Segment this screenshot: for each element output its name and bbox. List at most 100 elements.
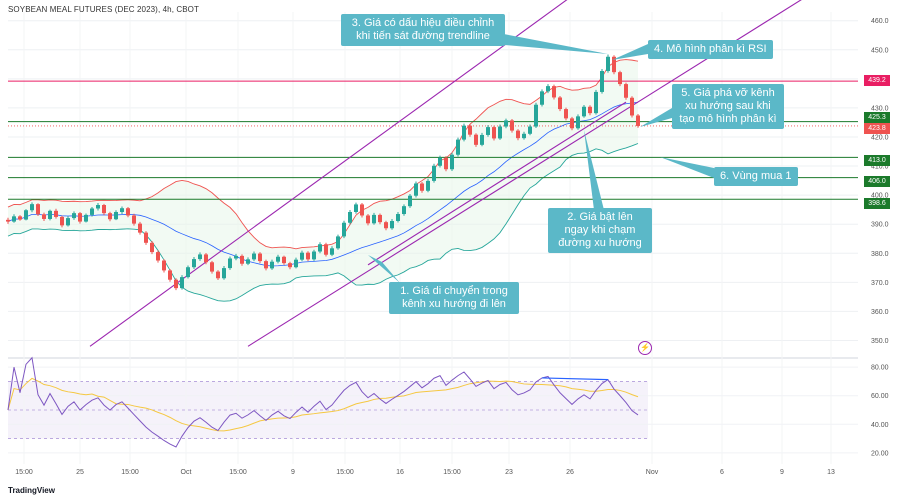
candle-body (354, 204, 358, 212)
callout-connectors (368, 32, 714, 283)
candle-body (366, 215, 370, 224)
x-tick-label: 9 (780, 469, 784, 476)
rsi-panel (7, 356, 639, 448)
rsi-divergence-line (541, 377, 609, 381)
rsi-ma-line (7, 377, 639, 432)
x-tick-label: Nov (646, 469, 659, 476)
callout-5: 5. Giá phá vỡ kênh xu hướng sau khi tạo … (672, 84, 784, 129)
candle-body (168, 270, 172, 280)
candle-body (216, 271, 220, 279)
candle-body (30, 204, 34, 211)
candle-body (534, 104, 538, 127)
candle-body (156, 252, 160, 261)
y-tick-label: 350.0 (871, 338, 889, 345)
candle-body (402, 206, 406, 215)
price-axis[interactable]: 460.0450.0440.0430.0420.0410.0400.0390.0… (871, 18, 889, 457)
candle-body (162, 260, 166, 271)
candle-body (558, 97, 562, 110)
candle-body (186, 267, 190, 278)
x-tick-label: 15:00 (443, 469, 461, 476)
callout-4: 4. Mô hình phân kì RSI (648, 40, 773, 59)
rsi-tick-label: 80.00 (871, 365, 889, 372)
candle-body (444, 157, 448, 170)
candle-body (612, 56, 616, 73)
callout-1: 1. Giá di chuyển trong kênh xu hướng đi … (389, 282, 519, 314)
candle-body (42, 214, 46, 219)
y-tick-label: 430.0 (871, 105, 889, 112)
candle-body (420, 183, 424, 191)
price-label-413: 413.0 (864, 155, 890, 166)
candle-body (492, 127, 496, 139)
candle-body (282, 256, 286, 264)
candle-body (414, 183, 418, 196)
candle-body (120, 208, 124, 212)
y-tick-label: 420.0 (871, 134, 889, 141)
candle-body (474, 134, 478, 145)
bb-fill (8, 59, 638, 302)
candle-body (78, 213, 82, 222)
candlesticks (6, 54, 640, 291)
candle-body (516, 130, 520, 139)
candle-body (276, 256, 280, 262)
rsi-tick-label: 20.00 (871, 450, 889, 457)
candle-body (60, 216, 64, 226)
candle-body (606, 56, 610, 72)
candle-body (576, 116, 580, 129)
candle-body (102, 205, 106, 214)
candle-body (588, 106, 592, 114)
x-tick-label: 15:00 (15, 469, 33, 476)
x-tick-label: 15:00 (121, 469, 139, 476)
candle-body (84, 214, 88, 222)
time-axis[interactable]: 15:00 25 15:00 Oct 15:00 9 15:00 16 15:00 23 26 Nov… (15, 469, 835, 476)
candle-body (480, 134, 484, 145)
candle-body (384, 222, 388, 229)
candle-body (504, 120, 508, 127)
candle-body (624, 84, 628, 98)
candle-body (450, 154, 454, 170)
y-tick-label: 390.0 (871, 222, 889, 229)
candle-body (486, 127, 490, 135)
candle-body (288, 263, 292, 268)
candle-body (150, 242, 154, 253)
candle-body (138, 223, 142, 233)
brand-label: TradingView (8, 486, 55, 495)
y-tick-label: 400.0 (871, 193, 889, 200)
candle-body (546, 86, 550, 92)
candle-body (192, 259, 196, 268)
candle-body (390, 220, 394, 229)
candle-body (258, 253, 262, 262)
candle-body (330, 248, 334, 255)
candle-body (426, 180, 430, 191)
tradingview-logo-icon[interactable]: TradingView (8, 486, 55, 495)
candle-body (528, 126, 532, 134)
y-tick-label: 410.0 (871, 164, 889, 171)
candle-body (438, 157, 442, 166)
candle-body (222, 268, 226, 279)
candle-body (108, 213, 112, 220)
candle-body (372, 214, 376, 224)
candle-body (300, 252, 304, 260)
candle-body (204, 254, 208, 263)
candle-body (636, 115, 640, 126)
candle-body (312, 251, 316, 260)
lightning-icon[interactable]: ⚡ (638, 341, 652, 355)
y-tick-label: 380.0 (871, 251, 889, 258)
x-tick-label: 15:00 (336, 469, 354, 476)
candle-body (252, 253, 256, 260)
candle-body (210, 262, 214, 272)
x-tick-label: 16 (396, 469, 404, 476)
callout-3: 3. Giá có dấu hiệu điều chỉnh khi tiến s… (341, 14, 505, 46)
candle-body (294, 259, 298, 268)
callout-pointer-4 (612, 44, 648, 60)
candle-body (498, 126, 502, 139)
candle-body (126, 208, 130, 216)
price-label-398: 398.6 (864, 198, 890, 209)
candle-body (90, 208, 94, 215)
candle-body (468, 125, 472, 135)
grid (8, 12, 858, 464)
x-tick-label: 23 (505, 469, 513, 476)
candle-body (462, 125, 466, 140)
y-tick-label: 370.0 (871, 280, 889, 287)
candle-body (378, 214, 382, 223)
